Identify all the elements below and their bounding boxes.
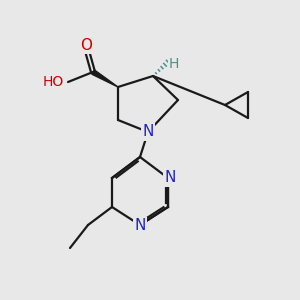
Text: HO: HO xyxy=(43,75,64,89)
Polygon shape xyxy=(92,70,118,87)
Text: N: N xyxy=(142,124,154,140)
Text: N: N xyxy=(164,170,176,185)
Text: O: O xyxy=(80,38,92,52)
Text: N: N xyxy=(134,218,146,233)
Text: H: H xyxy=(169,57,179,71)
